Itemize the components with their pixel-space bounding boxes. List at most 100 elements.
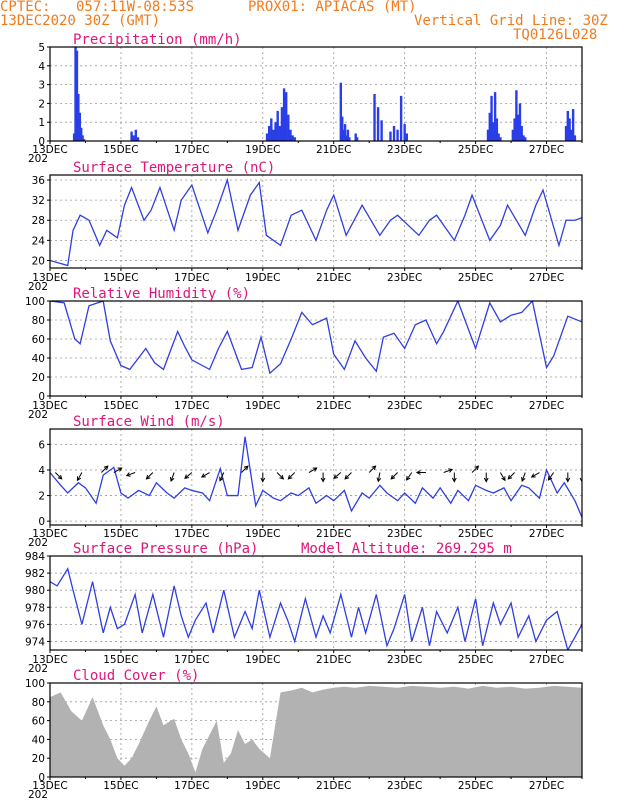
cloud-frame <box>49 682 583 778</box>
precip-bar <box>573 135 577 141</box>
wind-arrow <box>113 467 122 473</box>
precip-bar <box>396 129 399 141</box>
precip-bar <box>293 137 296 141</box>
wind-arrowhead <box>320 477 326 483</box>
wind-arrow <box>241 465 249 473</box>
header-code: TQ0126L028 <box>513 27 598 43</box>
rh-ytick-label: 60 <box>32 334 45 346</box>
wind-xtick-label: 17DEC <box>174 528 209 540</box>
rh-title: Relative Humidity (%) <box>73 286 250 302</box>
chart-header: CPTEC: 057:11W-08:53S PROX01: APIACAS (M… <box>0 0 618 46</box>
precip-bar <box>499 137 502 141</box>
press-xtick-label: 23DEC <box>387 654 422 666</box>
wind-arrow <box>146 472 154 480</box>
precip-xtick-label: 25DEC <box>458 144 493 156</box>
wind-arrow <box>219 472 225 481</box>
wind-arrowhead <box>405 475 411 481</box>
press-xtick-label: 21DEC <box>316 654 351 666</box>
precip-bar <box>280 107 284 141</box>
cloud-ytick-label: 0 <box>38 772 45 784</box>
wind-arrow <box>443 468 453 473</box>
wind-xtick-label: 23DEC <box>387 528 422 540</box>
wind-arrowhead <box>219 476 224 482</box>
precip-bar <box>488 112 491 141</box>
wind-arrowhead <box>474 465 480 471</box>
cloud-series <box>50 685 582 777</box>
wind-arrowhead <box>521 476 526 482</box>
precip-bar <box>82 139 86 141</box>
precip-xtick-label: 21DEC <box>316 144 351 156</box>
wind-arrow <box>276 472 284 480</box>
press-frame <box>49 555 583 651</box>
precip-ytick-label: 1 <box>38 117 45 129</box>
precip-bar <box>346 129 350 141</box>
precip-ytick-label: 2 <box>38 98 45 110</box>
precip-bar <box>522 135 525 141</box>
press-ytick-label: 982 <box>25 568 45 580</box>
rh-ytick-label: 0 <box>38 391 45 403</box>
wind-arrow <box>170 472 175 482</box>
wind-arrowhead <box>371 465 377 471</box>
precip-bar <box>341 116 344 141</box>
wind-arrowhead <box>169 476 175 482</box>
press-title: Surface Pressure (hPa) <box>73 541 258 557</box>
rh-series <box>50 301 582 375</box>
cloud-ytick-label: 80 <box>32 697 45 709</box>
press-ytick-label: 984 <box>25 551 45 563</box>
wind-arrow <box>521 472 526 482</box>
wind-arrowhead <box>415 470 421 475</box>
header-date: 13DEC2020 30Z (GMT) <box>0 13 161 29</box>
precip-bar <box>399 95 403 141</box>
wind-arrow <box>390 472 398 480</box>
header-station: PROX01: APIACAS (MT) <box>248 0 417 15</box>
wind-arrowhead <box>76 476 82 482</box>
precip-bar <box>354 133 357 141</box>
press-ytick-label: 978 <box>25 602 45 614</box>
wind-title: Surface Wind (m/s) <box>73 414 225 430</box>
temp-series <box>50 177 582 267</box>
precip-bar <box>380 120 383 141</box>
rh-line <box>50 301 582 375</box>
precip-bar <box>405 133 408 141</box>
precip-bar <box>72 133 76 141</box>
precip-bar <box>511 129 515 141</box>
precip-xtick-label: 19DEC <box>245 144 280 156</box>
wind-arrowhead <box>547 475 553 481</box>
wind-arrowhead <box>279 474 285 480</box>
precip-bar <box>339 82 343 141</box>
precip-xtick-label: 17DEC <box>174 144 209 156</box>
precip-bar <box>287 114 290 141</box>
wind-arrowhead <box>507 474 513 480</box>
press-xtick-label: 17DEC <box>174 654 209 666</box>
precip-bar <box>515 90 518 141</box>
precip-bar <box>78 112 81 141</box>
precip-frame <box>49 46 583 142</box>
wind-arrowhead <box>390 474 396 480</box>
precip-year-fragment: 202 <box>28 153 48 165</box>
rh-xtick-label: 17DEC <box>174 400 209 412</box>
wind-arrowhead <box>451 477 457 483</box>
precip-bar <box>497 133 500 141</box>
rh-frame <box>49 300 583 397</box>
press-ytick-label: 974 <box>25 636 45 648</box>
cloud-area <box>50 685 582 777</box>
wind-ytick-label: 6 <box>38 439 45 451</box>
header-coords: 057:11W-08:53S <box>76 0 195 15</box>
cloud-year-fragment: 202 <box>28 789 48 800</box>
precip-bar <box>564 125 568 141</box>
wind-xtick-label: 25DEC <box>458 528 493 540</box>
wind-arrow <box>333 472 342 479</box>
precip-bar <box>74 47 77 141</box>
temp-xtick-label: 23DEC <box>387 272 422 284</box>
wind-arrow <box>344 472 352 480</box>
cloud-xtick-label: 21DEC <box>316 780 351 792</box>
rh-xtick-label: 19DEC <box>245 400 280 412</box>
rh-xtick-label: 15DEC <box>103 400 138 412</box>
wind-arrow <box>471 465 479 473</box>
precip-bar <box>274 122 277 141</box>
cloud-ytick-label: 60 <box>32 716 45 728</box>
temp-xtick-label: 15DEC <box>103 272 138 284</box>
wind-arrowhead <box>57 474 63 480</box>
precip-bar <box>345 135 348 141</box>
